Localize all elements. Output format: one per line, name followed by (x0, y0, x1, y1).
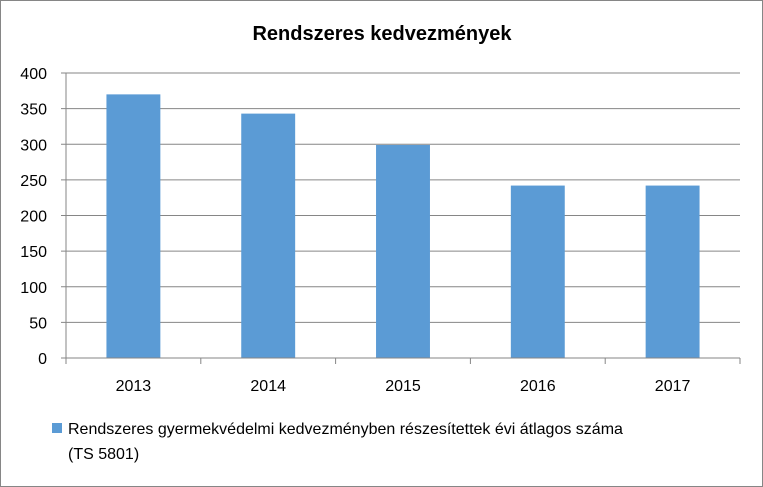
bar-2013 (106, 94, 161, 358)
x-tick-label: 2015 (385, 378, 421, 395)
x-tick-label: 2016 (520, 378, 556, 395)
legend-swatch (52, 423, 62, 433)
bars (106, 94, 700, 358)
y-tick-label: 300 (20, 137, 47, 154)
y-tick-label: 0 (38, 351, 47, 368)
y-tick-label: 350 (20, 102, 47, 119)
bar-2015 (376, 144, 430, 358)
y-tick-label: 50 (29, 315, 47, 332)
y-tick-label: 400 (20, 66, 47, 83)
x-tick-label: 2014 (250, 378, 286, 395)
y-tick-label: 150 (20, 244, 47, 261)
y-tick-label: 100 (20, 280, 47, 297)
legend-label-line1: Rendszeres gyermekvédelmi kedvezményben … (68, 421, 623, 438)
chart-title: Rendszeres kedvezmények (252, 23, 512, 45)
bar-2014 (241, 113, 296, 358)
x-tick-label: 2013 (116, 378, 152, 395)
x-axis-ticks: 2013 2014 2015 2016 2017 (65, 358, 741, 395)
y-tick-label: 200 (20, 209, 47, 226)
y-axis-ticks: 0 50 100 150 200 250 300 350 400 (20, 66, 66, 368)
axes (65, 73, 740, 359)
legend-label-line2: (TS 5801) (68, 446, 139, 463)
legend: Rendszeres gyermekvédelmi kedvezményben … (52, 421, 623, 463)
bar-2017 (645, 185, 700, 358)
y-tick-label: 250 (20, 173, 47, 190)
bar-2016 (510, 185, 565, 358)
x-tick-label: 2017 (655, 378, 691, 395)
